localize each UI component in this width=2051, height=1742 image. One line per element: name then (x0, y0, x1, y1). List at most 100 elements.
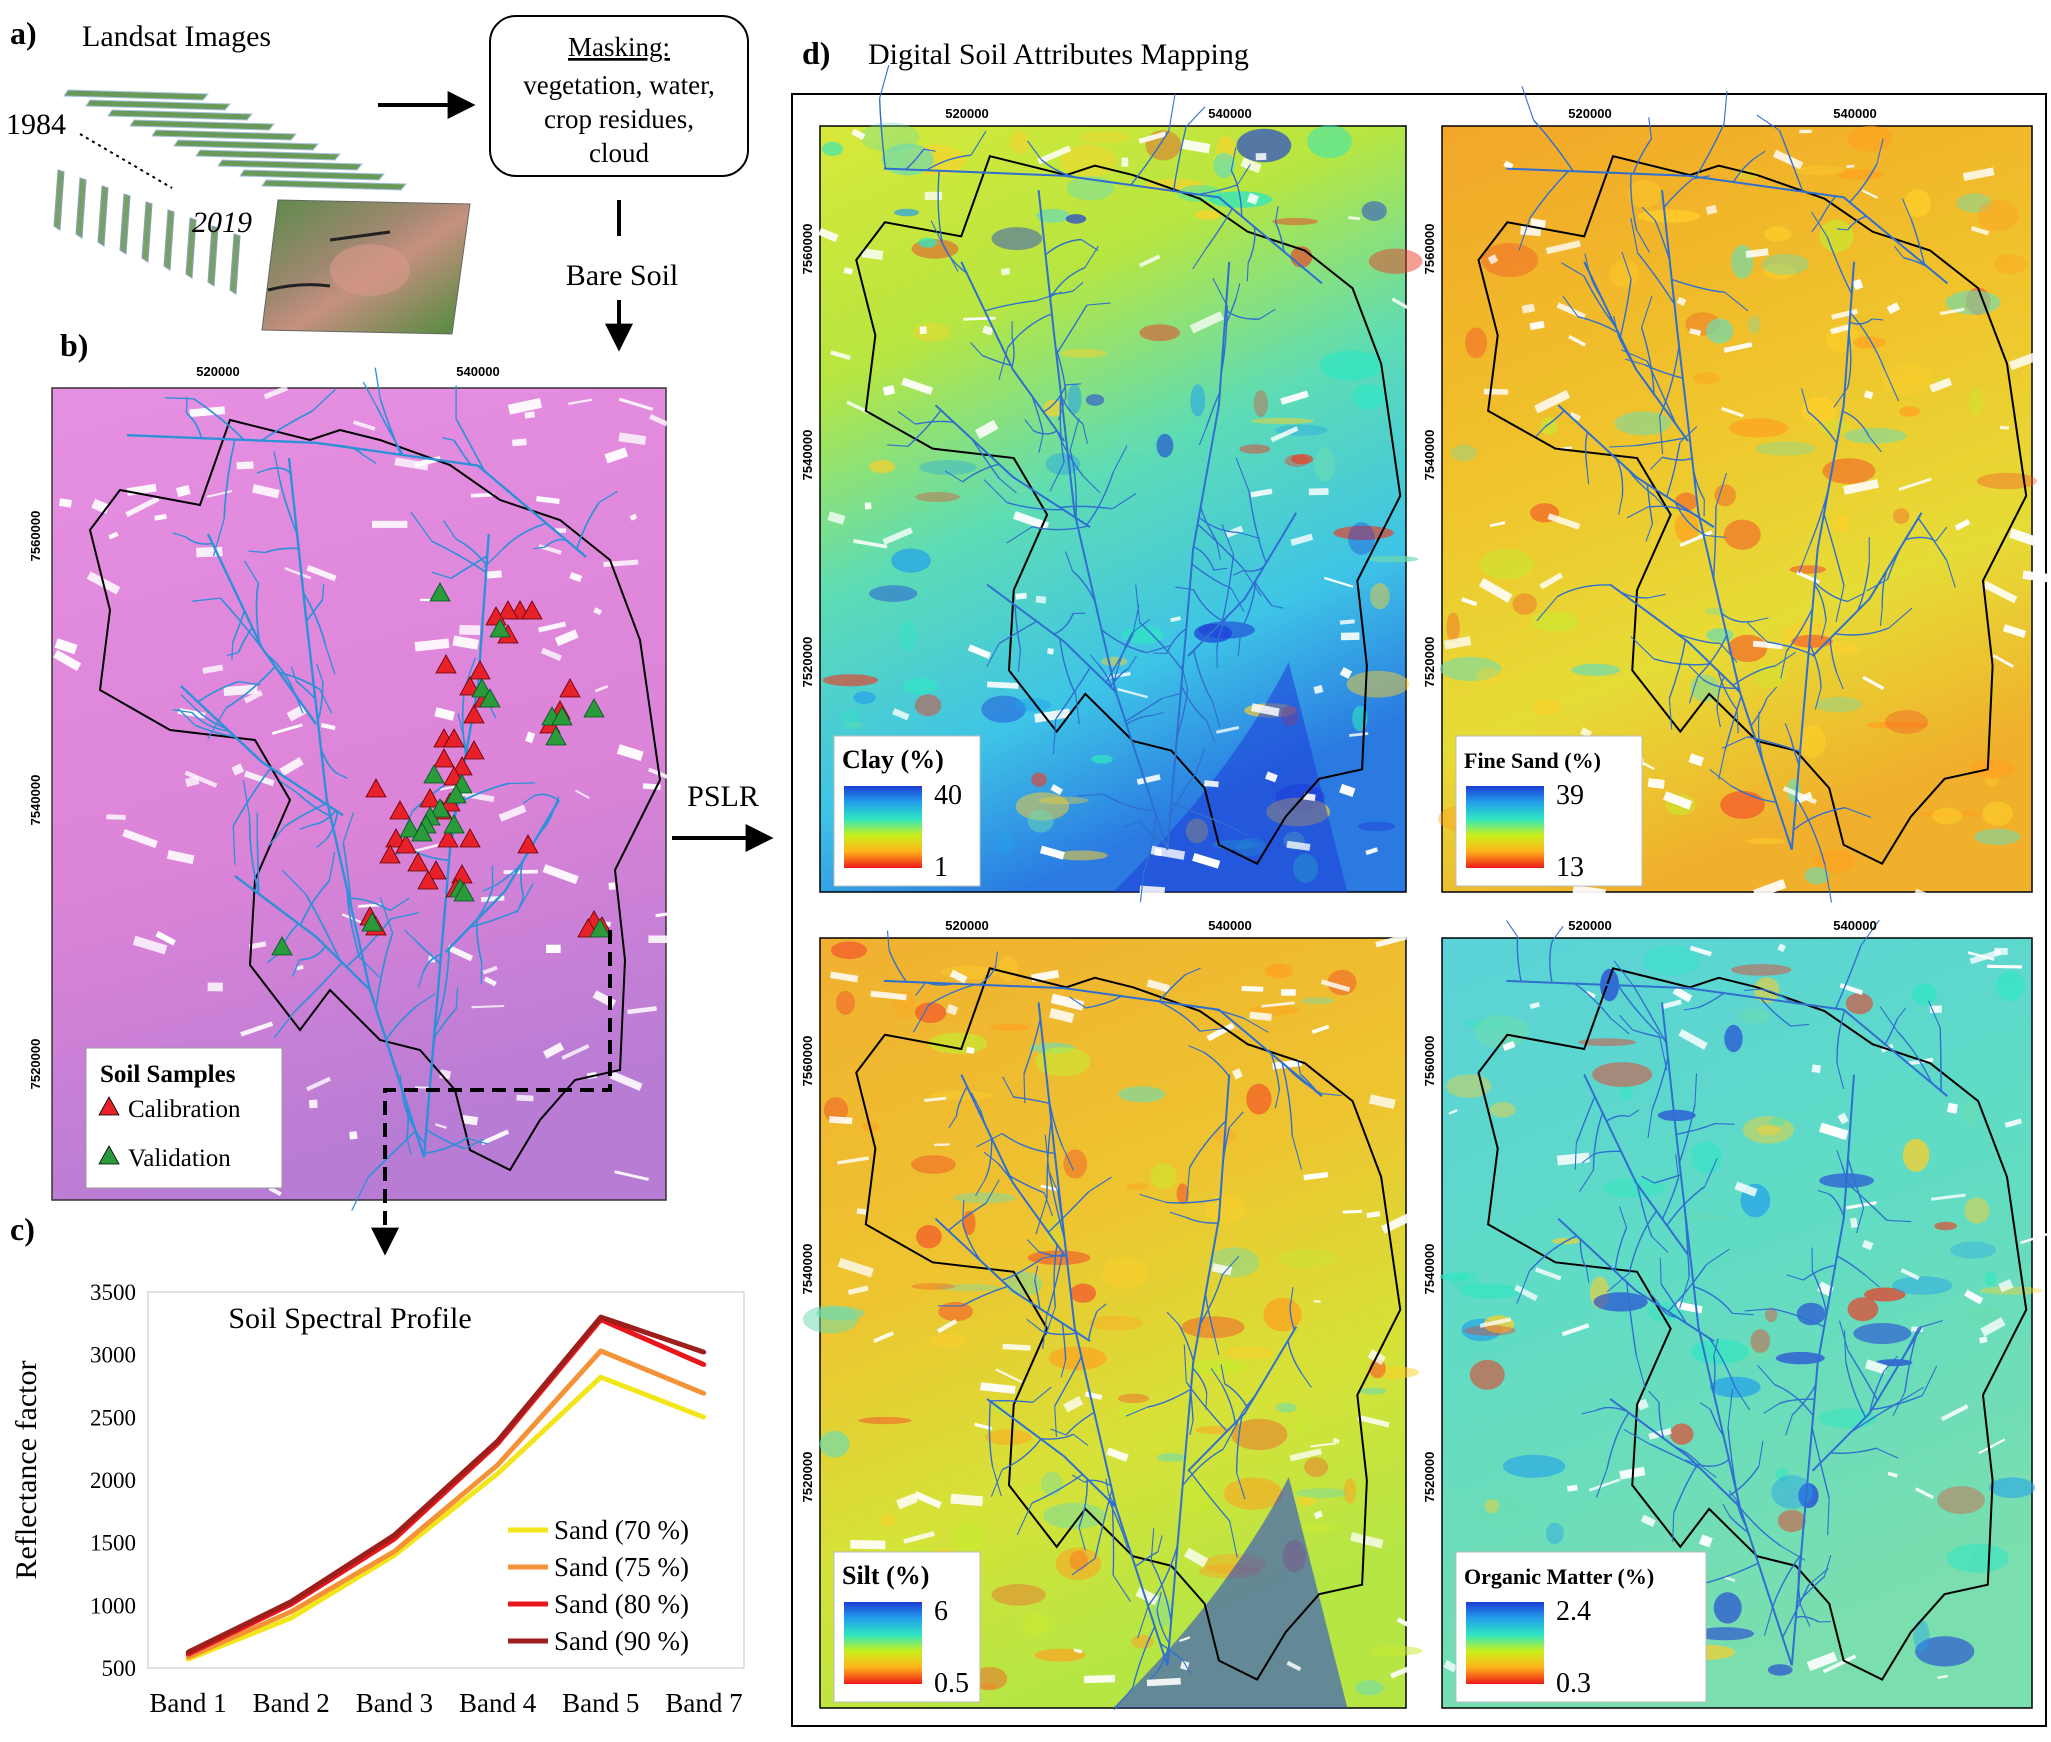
masked-patch (1117, 688, 1148, 699)
stream-tributary (1055, 304, 1088, 355)
chart-point (598, 1348, 603, 1354)
scene-thumbnail-top (151, 129, 298, 141)
map-mottle (1463, 1325, 1516, 1336)
masked-patch (263, 385, 289, 400)
stream-branch (1213, 567, 1228, 571)
map-mottle (1014, 698, 1052, 712)
stream-branch (242, 779, 251, 818)
stream-branch (273, 451, 281, 481)
stream-tributary (1667, 1264, 1707, 1312)
masked-patch (1970, 226, 1990, 236)
masked-patch (1121, 157, 1129, 167)
scene-thumbnail-top (195, 149, 342, 161)
map-mottle (1101, 656, 1128, 667)
map-mottle (1833, 514, 1850, 533)
stream-tributary (904, 148, 925, 171)
stream-branch (1892, 1391, 1906, 1417)
stream-tributary (1584, 432, 1589, 468)
stream-branch (443, 520, 457, 540)
stream-branch (1798, 544, 1811, 574)
stream-tributary (1085, 995, 1123, 1009)
stream-tributary (1529, 170, 1569, 219)
map-mottle (1034, 1648, 1086, 1662)
stream-branch (970, 342, 983, 356)
stream-tributary (961, 1285, 1009, 1307)
map-silt: 520000 540000 7560000 7540000 7520000 Silt (%… (800, 918, 1428, 1711)
stream-tributary (1727, 1427, 1740, 1505)
chart-x-tick-label: Band 5 (562, 1688, 639, 1718)
masked-patch (394, 457, 429, 471)
map-mottle (1637, 209, 1701, 223)
stream-branch (1824, 864, 1833, 903)
masked-patch (1547, 513, 1581, 530)
map-mottle (1489, 1102, 1516, 1118)
stream-tributary (1053, 613, 1074, 635)
map-mottle (1988, 1477, 2036, 1498)
stream-branch (999, 478, 1017, 494)
stream-branch (1228, 1111, 1244, 1128)
stream-tributary (1069, 450, 1077, 519)
stream-branch (1149, 1669, 1159, 1680)
map-mottle (1931, 807, 1963, 825)
map-mottle (918, 237, 938, 248)
stream-tributary (1760, 997, 1792, 1027)
map-mottle (1156, 1453, 1187, 1462)
masked-patch (1503, 160, 1514, 170)
stream-branch (1035, 1198, 1048, 1235)
validation-sample (423, 764, 445, 784)
masked-patch (184, 775, 200, 787)
stream-branch (1618, 495, 1623, 515)
stream-branch (1206, 720, 1216, 744)
masked-patch (1443, 636, 1472, 650)
stream-branch (466, 1137, 489, 1145)
masked-patch (1391, 297, 1414, 313)
stream-branch (390, 912, 420, 920)
stream-branch (1156, 1591, 1162, 1610)
map-mottle (1368, 248, 1423, 274)
stream-tributary (453, 439, 472, 466)
stream-branch (1150, 1528, 1155, 1562)
stream-tributary (1126, 714, 1152, 725)
validation-sample (589, 918, 611, 938)
stream-branch (1811, 220, 1821, 233)
stream-branch (983, 1151, 998, 1163)
masked-patch (1529, 1002, 1540, 1009)
stream-tributary (1009, 1175, 1045, 1194)
stream-branch (1002, 1076, 1014, 1098)
stream-tributary (1169, 772, 1197, 816)
stream-main (180, 685, 344, 817)
stream-branch (1068, 996, 1087, 1009)
stream-tributary (1084, 1479, 1112, 1487)
calibration-sample (463, 704, 485, 724)
map-mottle (1731, 244, 1754, 279)
masked-patch (184, 770, 218, 788)
stream-tributary (1221, 1383, 1236, 1424)
stream-tributary (1172, 126, 1187, 192)
masked-patch (1567, 1484, 1578, 1492)
stream-branch (1901, 198, 1912, 220)
chart-x-tick-label: Band 1 (149, 1688, 226, 1718)
masked-patch (1569, 411, 1582, 421)
masked-patch (1339, 783, 1356, 798)
masked-patch (1837, 1112, 1849, 1125)
stream-branch (1506, 920, 1519, 938)
map-mottle (1705, 318, 1734, 344)
scene-thumbnail-side (163, 209, 175, 271)
stream-tributary (1713, 506, 1717, 580)
stream-branch (1705, 534, 1726, 538)
panel-a: a) Landsat Images 1984 2019 Masking: veg… (6, 15, 749, 352)
masked-patch (349, 1131, 358, 1140)
map-mottle (1224, 1345, 1275, 1360)
stream-tributary (1138, 820, 1169, 847)
stream-branch (1888, 607, 1913, 629)
map-mottle (1609, 260, 1639, 288)
stream-tributary (1732, 665, 1776, 686)
map-mottle (1122, 626, 1164, 644)
masked-patch (1000, 267, 1011, 276)
map-mottle (1277, 1249, 1339, 1269)
map-mottle (1692, 372, 1720, 384)
stream-tributary (385, 1004, 418, 1041)
masked-patch (236, 461, 254, 470)
stream-branch (1879, 607, 1883, 626)
stream-branch (1811, 211, 1828, 238)
